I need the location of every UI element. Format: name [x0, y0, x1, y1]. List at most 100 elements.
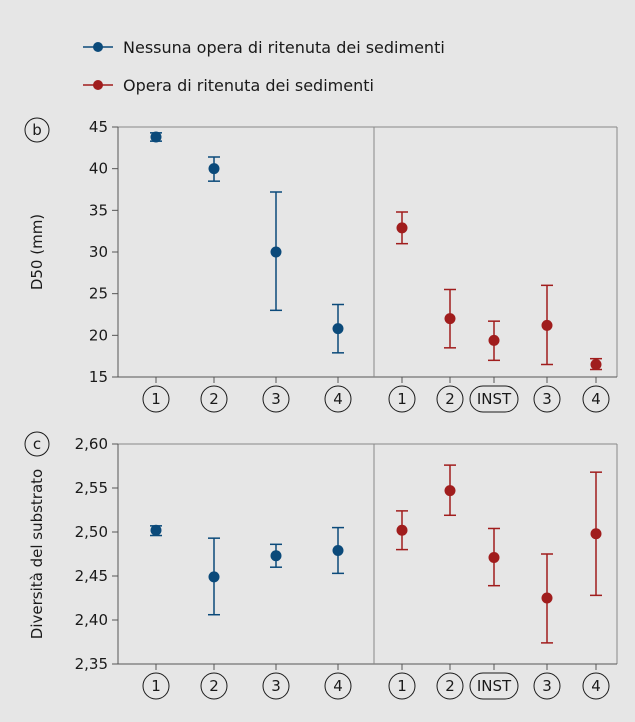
y-axis-title: D50 (mm): [28, 214, 46, 290]
x-category-text: 1: [397, 677, 407, 695]
panel-label-circle: [24, 431, 50, 457]
x-category-circle: [324, 385, 352, 413]
y-tick-label: 20: [89, 326, 108, 344]
x-category-label: 3: [262, 672, 290, 700]
y-tick-label: 2,50: [75, 523, 108, 541]
x-category-label: 2: [436, 672, 464, 700]
panel-label-circle: [24, 117, 50, 143]
legend-item-no-retention: Nessuna opera di ritenuta dei sedimenti: [83, 38, 445, 57]
y-tick-label: 15: [89, 368, 108, 386]
x-category-text: 1: [151, 390, 161, 408]
y-tick-label: 2,60: [75, 435, 108, 453]
x-category-text: 2: [445, 677, 455, 695]
data-point: [150, 524, 162, 536]
panel-label: c: [24, 431, 50, 457]
x-category-circle: [262, 385, 290, 413]
x-category-label: 2: [436, 385, 464, 413]
x-category-text: 4: [333, 677, 343, 695]
data-point: [590, 528, 602, 540]
x-category-label: 4: [324, 672, 352, 700]
x-category-circle: [388, 672, 416, 700]
data-point: [208, 163, 220, 175]
data-point: [270, 246, 282, 258]
x-category-circle: [200, 672, 228, 700]
x-category-text: INST: [477, 390, 512, 408]
x-category-circle: [582, 672, 610, 700]
x-category-text: 2: [209, 390, 219, 408]
legend-item-retention: Opera di ritenuta dei sedimenti: [83, 76, 374, 95]
data-point: [332, 323, 344, 335]
panel-label-text: b: [32, 121, 42, 139]
x-category-text: 1: [151, 677, 161, 695]
data-point: [270, 550, 282, 562]
x-category-text: 3: [271, 677, 281, 695]
y-tick-label: 30: [89, 243, 108, 261]
x-category-circle: [436, 385, 464, 413]
x-category-text: 2: [445, 390, 455, 408]
data-point: [488, 552, 500, 564]
legend-label-retention: Opera di ritenuta dei sedimenti: [123, 76, 374, 95]
y-tick-label: 2,35: [75, 655, 108, 673]
panel-label: b: [24, 117, 50, 143]
x-category-pill: [469, 672, 519, 700]
data-point: [332, 544, 344, 556]
x-category-text: 3: [271, 390, 281, 408]
x-category-label: 4: [582, 385, 610, 413]
legend-marker-no-retention: [93, 42, 103, 52]
x-category-text: 4: [333, 390, 343, 408]
x-category-text: 3: [542, 677, 552, 695]
x-category-label: 1: [142, 385, 170, 413]
x-category-label: 4: [324, 385, 352, 413]
series-retention: [396, 211, 602, 371]
y-tick-label: 45: [89, 118, 108, 136]
x-category-circle: [142, 672, 170, 700]
data-point: [396, 524, 408, 536]
data-point: [488, 334, 500, 346]
x-category-label: 2: [200, 385, 228, 413]
legend-marker-retention: [93, 80, 103, 90]
y-tick-label: 2,55: [75, 479, 108, 497]
x-category-circle: [142, 385, 170, 413]
x-category-label: INST: [469, 385, 519, 413]
panel-b-d50-chart: 15 20 25 30 35 40 45 D50 (mm) b 1 2 3 4 1 2 INST 3 4: [24, 117, 618, 413]
series-retention: [396, 464, 602, 644]
y-tick-label: 25: [89, 285, 108, 303]
x-category-circle: [582, 385, 610, 413]
legend-label-no-retention: Nessuna opera di ritenuta dei sedimenti: [123, 38, 445, 57]
x-category-label: 4: [582, 672, 610, 700]
x-category-text: 1: [397, 390, 407, 408]
data-point: [396, 222, 408, 234]
series-no-retention: [150, 524, 344, 616]
y-tick-label: 40: [89, 160, 108, 178]
data-point: [208, 571, 220, 583]
x-category-text: 4: [591, 390, 601, 408]
x-category-circle: [533, 385, 561, 413]
data-point: [541, 319, 553, 331]
data-point: [541, 592, 553, 604]
x-category-circle: [200, 385, 228, 413]
y-axis-title: Diversità del substrato: [28, 469, 46, 639]
x-category-label: 3: [262, 385, 290, 413]
legend: Nessuna opera di ritenuta dei sedimenti …: [83, 38, 445, 95]
x-category-label: INST: [469, 672, 519, 700]
x-category-label: 3: [533, 385, 561, 413]
x-category-circle: [324, 672, 352, 700]
x-category-label: 1: [142, 672, 170, 700]
x-category-label: 3: [533, 672, 561, 700]
x-category-circle: [436, 672, 464, 700]
x-category-pill: [469, 385, 519, 413]
panel-label-text: c: [33, 435, 41, 453]
data-point: [150, 131, 162, 143]
x-category-text: 3: [542, 390, 552, 408]
x-category-circle: [262, 672, 290, 700]
y-tick-label: 35: [89, 201, 108, 219]
y-tick-label: 2,40: [75, 611, 108, 629]
x-category-circle: [533, 672, 561, 700]
series-no-retention: [150, 131, 344, 354]
data-point: [590, 359, 602, 370]
data-point: [444, 313, 456, 325]
x-category-text: 4: [591, 677, 601, 695]
x-category-label: 1: [388, 672, 416, 700]
panel-c-substrate-diversity-chart: 2,35 2,40 2,45 2,50 2,55 2,60 Diversità del su…: [24, 431, 618, 700]
